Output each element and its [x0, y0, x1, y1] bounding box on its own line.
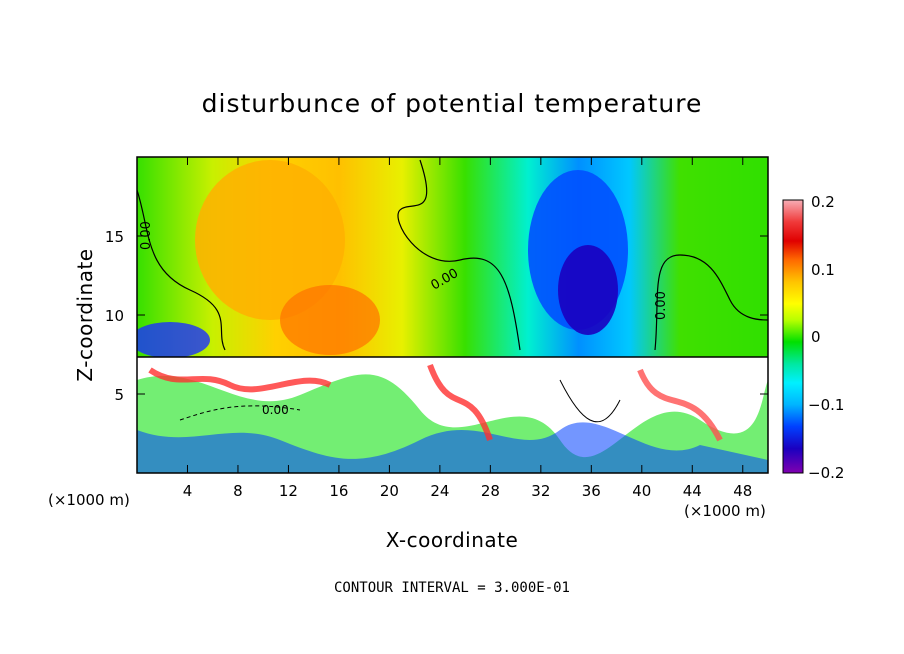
y-tick-label: 10 — [105, 307, 124, 325]
x-tick-label: 20 — [380, 482, 399, 500]
x-tick-label: 28 — [481, 482, 500, 500]
lower-red-streak — [148, 367, 332, 393]
colorbar-label: −0.1 — [808, 396, 844, 414]
y-ticks — [137, 235, 768, 395]
cold-anomaly-left — [137, 322, 210, 358]
contour-line — [559, 379, 621, 423]
contour-line-dashed — [179, 405, 301, 421]
x-axis-label: X-coordinate — [386, 528, 519, 552]
x-tick-label: 16 — [329, 482, 348, 500]
colorbar — [782, 199, 804, 474]
x-ticks: 4 8 12 16 20 24 28 32 36 40 44 48 — [183, 157, 752, 500]
lower-blue-band — [137, 422, 768, 473]
colorbar-label: 0.1 — [811, 261, 835, 279]
contour-line — [654, 254, 768, 351]
contour-label: 0.00 — [654, 291, 669, 320]
contour-line — [137, 189, 226, 351]
chart-title: disturbunce of potential temperature — [202, 89, 703, 118]
heatmap-field — [137, 157, 768, 473]
colorbar-label: 0.2 — [811, 193, 835, 211]
cold-anomaly-core — [558, 245, 618, 335]
x-tick-label: 8 — [233, 482, 243, 500]
y-axis-label: Z-coordinate — [73, 248, 97, 381]
x-tick-label: 48 — [733, 482, 752, 500]
contour-label: 0.00 — [139, 221, 154, 250]
lower-red-streak-2 — [427, 363, 493, 441]
lower-red-streak-3 — [637, 368, 723, 442]
y-tick-label: 5 — [114, 386, 124, 404]
colorbar-label: −0.2 — [808, 464, 844, 482]
contour-line — [397, 159, 521, 351]
warm-anomaly — [195, 160, 345, 320]
x-tick-label: 32 — [531, 482, 550, 500]
x-unit-label-right: (×1000 m) — [684, 502, 766, 520]
x-tick-label: 12 — [279, 482, 298, 500]
x-tick-label: 40 — [632, 482, 651, 500]
contour-interval-note: CONTOUR INTERVAL = 3.000E-01 — [334, 580, 570, 596]
x-tick-label: 44 — [683, 482, 702, 500]
colorbar-label: 0 — [811, 328, 821, 346]
contour-label: 0.00 — [262, 403, 289, 417]
x-unit-label-left: (×1000 m) — [48, 491, 130, 509]
x-tick-label: 24 — [430, 482, 449, 500]
y-tick-label: 15 — [105, 228, 124, 246]
x-tick-label: 36 — [582, 482, 601, 500]
warm-anomaly-core — [280, 285, 380, 355]
x-tick-label: 4 — [183, 482, 193, 500]
